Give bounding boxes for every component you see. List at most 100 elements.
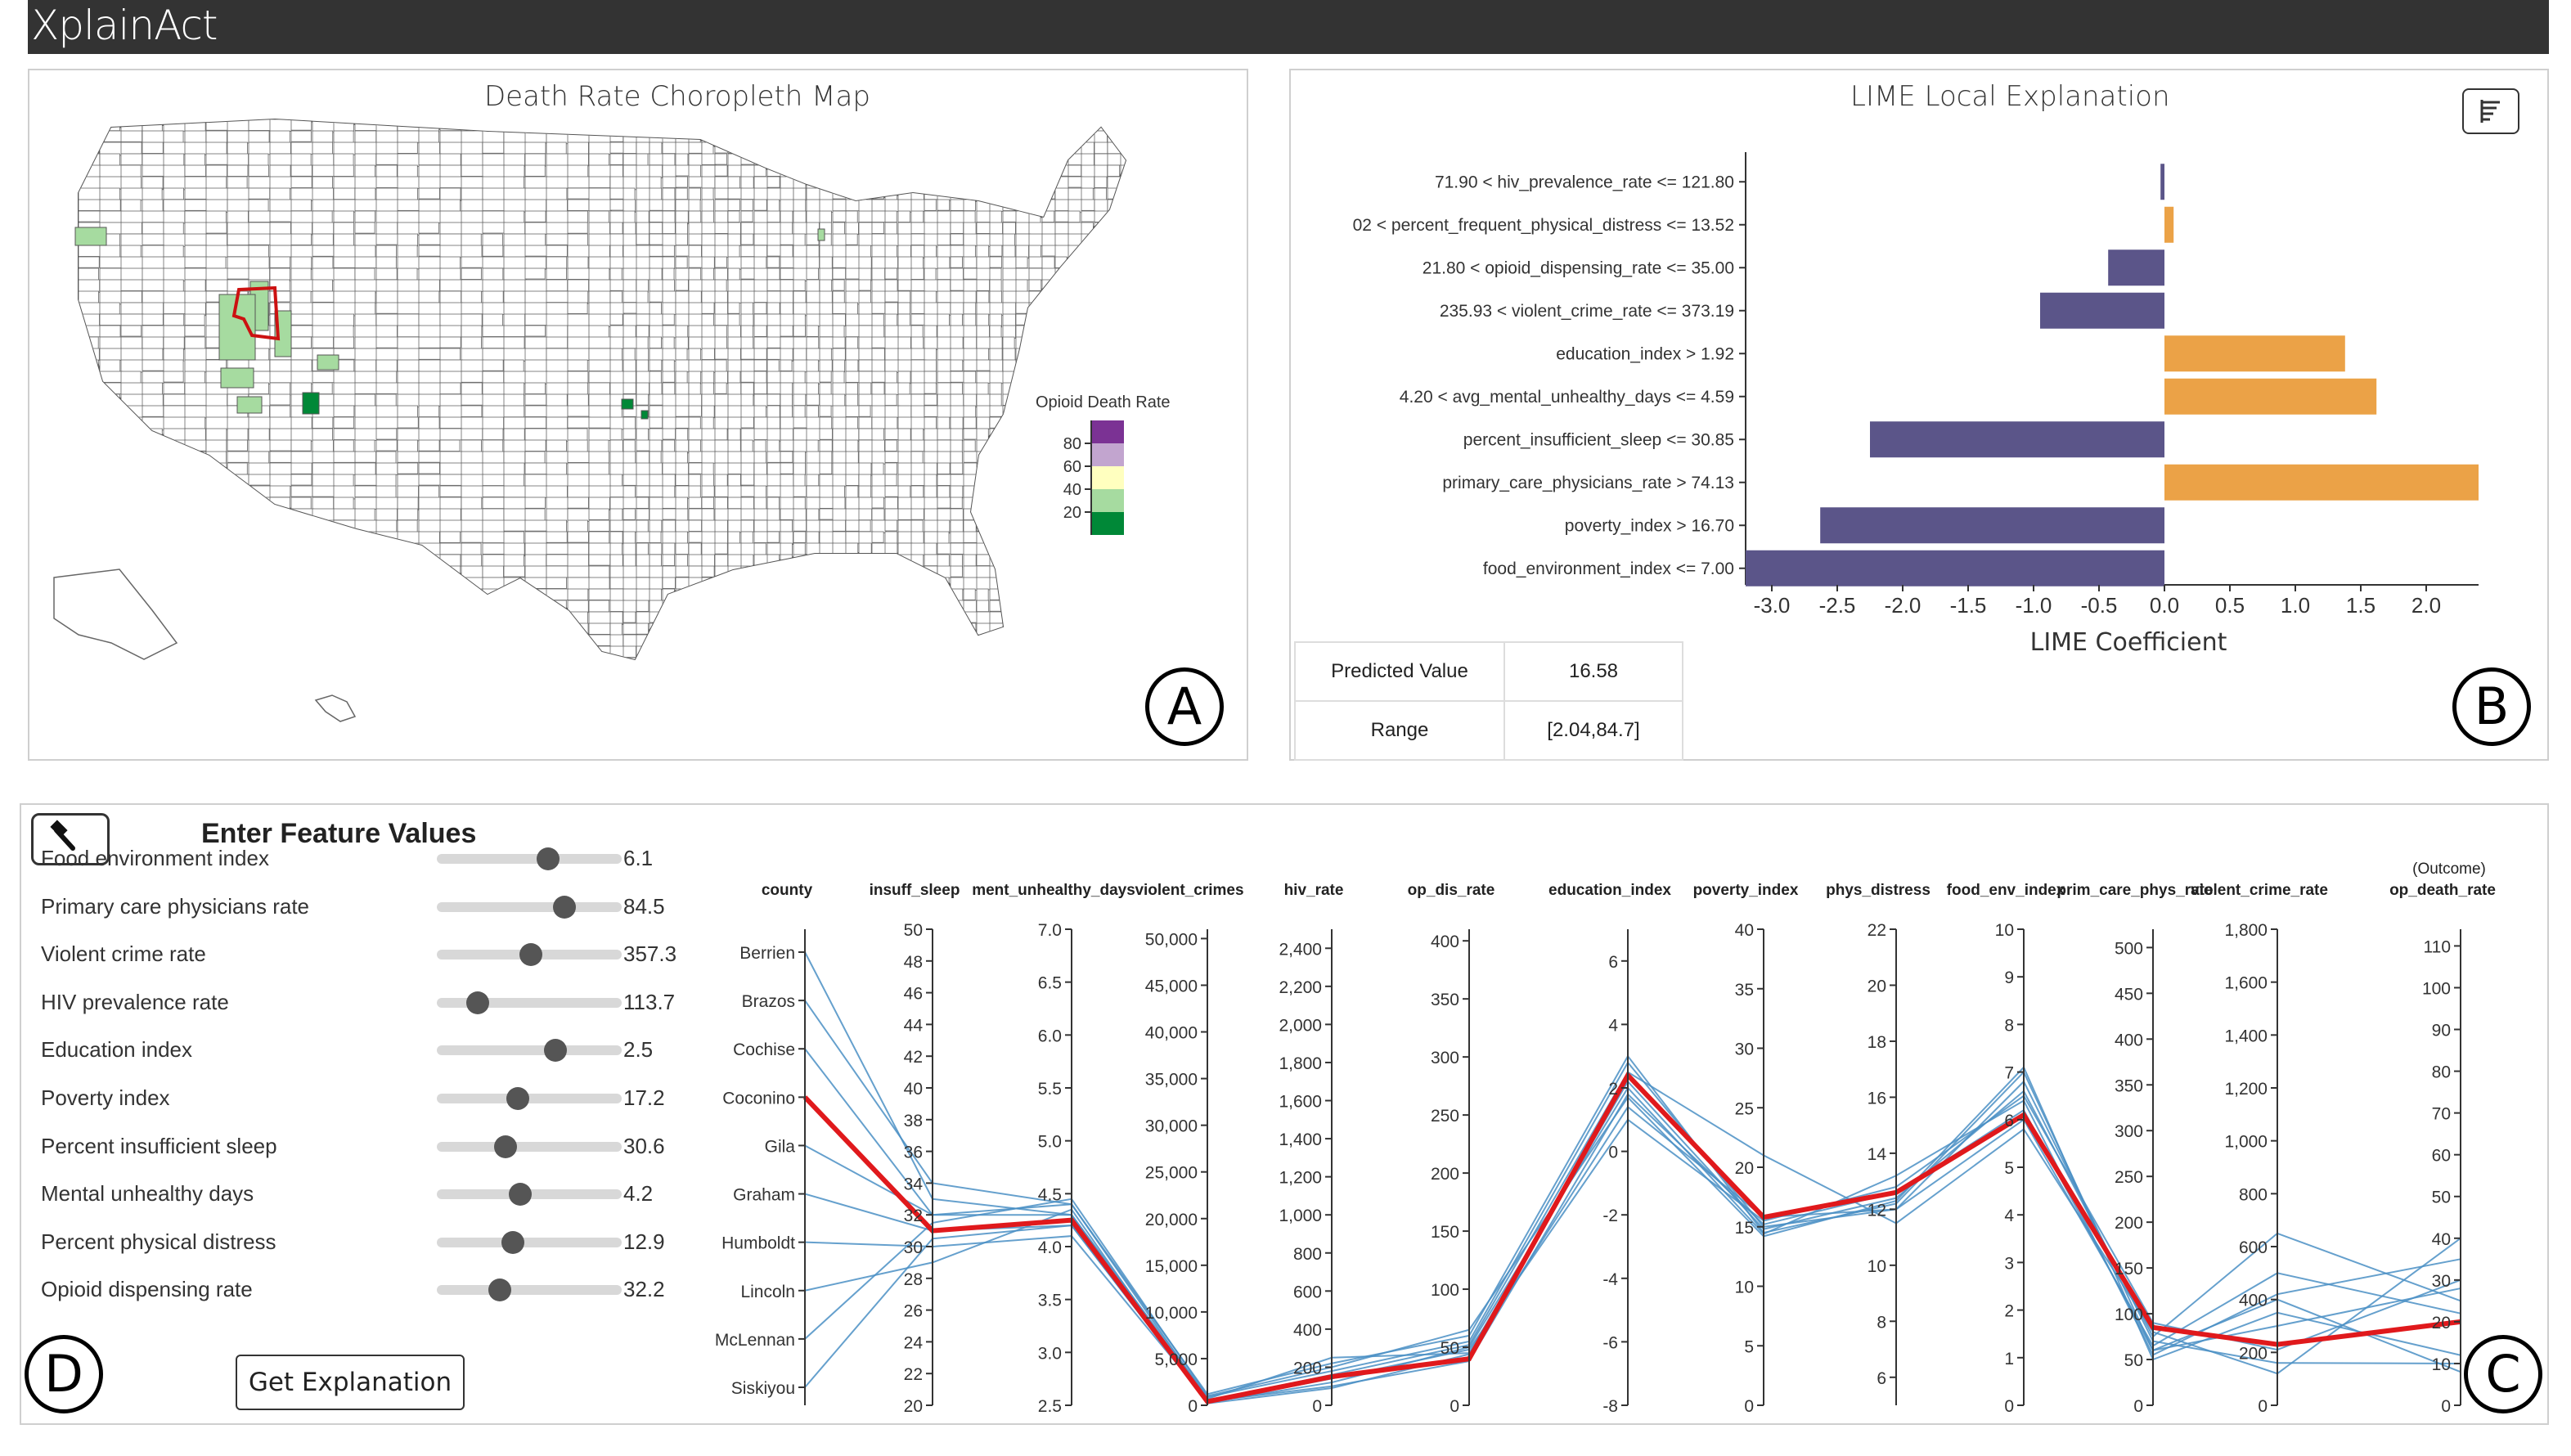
lime-bar xyxy=(1746,550,2164,586)
feature-slider[interactable] xyxy=(437,1135,622,1158)
slider-thumb[interactable] xyxy=(519,943,543,967)
slider-thumb[interactable] xyxy=(508,1183,532,1207)
feature-value: 6.1 xyxy=(623,846,654,870)
lime-bar xyxy=(2160,164,2164,200)
pc-tick-label: 5.0 xyxy=(1038,1133,1062,1152)
pc-tick-label: 2 xyxy=(2004,1302,2014,1321)
predicted-value-row: Predicted Value 16.58 xyxy=(1294,641,1683,702)
pc-axis[interactable]: county Berrien Brazos Cochise Coconino Gila Gr… xyxy=(715,882,813,1405)
slider-thumb[interactable] xyxy=(506,1087,530,1110)
pc-axis[interactable]: violent_crime_rate 0 200 400 600 800 1,000 1,20… xyxy=(2191,882,2328,1416)
feature-slider[interactable] xyxy=(437,1278,622,1302)
county-cells[interactable] xyxy=(79,119,1135,671)
slider-thumb[interactable] xyxy=(465,991,489,1014)
range-row: Range [2.04,84.7] xyxy=(1294,700,1683,761)
alaska[interactable] xyxy=(53,568,178,660)
feature-slider[interactable] xyxy=(437,847,622,870)
feature-slider[interactable] xyxy=(437,1087,622,1110)
pc-tick-label: 250 xyxy=(1431,1107,1459,1126)
pc-axis[interactable]: op_dis_rate 0 50 100 150 200 250 300 350 400 xyxy=(1408,882,1495,1416)
selected-county[interactable] xyxy=(231,285,281,341)
pc-axis[interactable]: hiv_rate 0 200 400 600 800 1,000 1,200 1,400 1,60… xyxy=(1279,882,1343,1416)
pc-tick-label: 50 xyxy=(904,921,923,940)
feature-slider[interactable] xyxy=(437,1183,622,1207)
slider-thumb[interactable] xyxy=(536,847,560,870)
feature-row: Opioid dispensing rate 32.2 xyxy=(41,1274,679,1306)
pc-tick-label: 26 xyxy=(904,1302,923,1321)
feature-slider[interactable] xyxy=(437,1039,622,1063)
pc-axis-title: op_dis_rate xyxy=(1408,882,1495,899)
pc-tick-label: 44 xyxy=(904,1016,924,1035)
feature-row: Primary care physicians rate 84.5 xyxy=(41,891,679,923)
pc-tick-label: 8 xyxy=(1877,1313,1886,1332)
lime-x-tick: 0.0 xyxy=(2150,593,2179,618)
pc-tick-label: 1,200 xyxy=(2224,1080,2268,1099)
pc-tick-label: 42 xyxy=(904,1048,923,1067)
pc-axis[interactable]: op_death_rate (Outcome) 0 10 20 30 40 50 60 70 80 9… xyxy=(2389,861,2496,1416)
county-grid[interactable] xyxy=(53,118,1135,722)
feature-slider[interactable] xyxy=(437,991,622,1014)
slider-thumb[interactable] xyxy=(552,895,576,919)
county-highlighted[interactable] xyxy=(621,398,634,410)
pc-tick-label: Berrien xyxy=(739,944,795,963)
pc-tick-label: 100 xyxy=(2115,1305,2143,1324)
us-county-map[interactable]: Opioid Death Rate 80 60 40 20 xyxy=(29,70,1247,759)
pc-tick-label: Brazos xyxy=(742,992,795,1011)
pc-axis[interactable]: poverty_index 0 5 10 15 20 25 30 35 40 xyxy=(1693,882,1799,1416)
feature-slider[interactable] xyxy=(437,943,622,967)
slider-thumb[interactable] xyxy=(493,1135,517,1158)
county-highlighted[interactable] xyxy=(74,227,107,246)
legend-swatch xyxy=(1091,489,1124,512)
get-explanation-button[interactable]: Get Explanation xyxy=(236,1355,465,1410)
pc-tick-label: 15 xyxy=(1735,1219,1754,1238)
slider-thumb[interactable] xyxy=(501,1230,524,1254)
lime-x-tick: 2.0 xyxy=(2411,593,2441,618)
pc-tick-label: Graham xyxy=(733,1186,795,1205)
pc-axis[interactable]: food_env_index 0 1 2 3 4 5 6 7 8 9 10 xyxy=(1947,882,2065,1416)
pc-tick-label: 110 xyxy=(2424,937,2451,956)
map-title: Death Rate Choropleth Map xyxy=(484,80,870,113)
county-highlighted[interactable] xyxy=(817,228,825,241)
app-title-bar: XplainAct xyxy=(28,0,2549,54)
slider-thumb[interactable] xyxy=(543,1039,567,1063)
back-button[interactable] xyxy=(31,813,110,865)
pc-tick-label: 350 xyxy=(1431,991,1459,1009)
county-highlighted[interactable] xyxy=(274,310,292,357)
hawaii[interactable] xyxy=(314,694,357,722)
pc-axis[interactable]: insuff_sleep 20 22 24 26 28 30 32 34 36 38 40 42 44 46… xyxy=(870,882,960,1416)
pc-tick-label: 150 xyxy=(2115,1260,2143,1278)
pc-axis[interactable]: violent_crimes 0 5,000 10,000 15,000 20,000 25… xyxy=(1135,882,1243,1416)
pc-line[interactable] xyxy=(804,951,2461,1398)
pc-tick-label: 0 xyxy=(1450,1397,1459,1416)
pc-axis[interactable]: prim_care_phys_rate 0 50 100 150 200 250 300 350… xyxy=(2056,882,2213,1416)
pc-tick-label: 20 xyxy=(1868,977,1886,995)
parallel-coordinates-chart[interactable]: county Berrien Brazos Cochise Coconino Gila Gr… xyxy=(21,805,2547,1423)
feature-slider[interactable] xyxy=(437,895,622,919)
feature-values-title: Enter Feature Values xyxy=(201,818,477,849)
feature-slider[interactable] xyxy=(437,1230,622,1254)
sort-button[interactable] xyxy=(2462,88,2519,134)
pc-tick-label: 3 xyxy=(2004,1254,2014,1273)
feature-value: 357.3 xyxy=(623,941,677,967)
county-highlighted[interactable] xyxy=(236,396,263,414)
pc-tick-label: 4.5 xyxy=(1038,1185,1062,1204)
lime-explanation-panel: 71.90 < hiv_prevalence_rate <= 121.80 02 … xyxy=(1289,69,2549,761)
county-highlighted[interactable] xyxy=(220,367,254,389)
lime-bar xyxy=(2164,378,2377,415)
slider-thumb[interactable] xyxy=(488,1278,511,1302)
pc-tick-label: 70 xyxy=(2432,1105,2451,1124)
pc-tick-label: 1,400 xyxy=(2224,1027,2268,1045)
pc-tick-label: Gila xyxy=(765,1137,796,1156)
county-highlighted[interactable] xyxy=(317,354,339,371)
county-highlighted[interactable] xyxy=(641,410,649,420)
pc-axis[interactable]: ment_unhealthy_days 2.5 3.0 3.5 4.0 4.5 5.0 5.5… xyxy=(972,882,1135,1416)
pc-axis[interactable]: education_index -8 -6 -4 -2 0 2 4 6 xyxy=(1548,882,1671,1416)
lime-x-tick: 1.0 xyxy=(2281,593,2310,618)
feature-label: Percent insufficient sleep xyxy=(41,1133,277,1158)
county-highlighted[interactable] xyxy=(302,392,320,415)
pc-axis[interactable]: phys_distress 6 8 10 12 14 16 18 20 22 xyxy=(1826,882,1930,1405)
pc-tick-label: 36 xyxy=(904,1144,923,1162)
pc-tick-label: 22 xyxy=(904,1365,923,1384)
feature-row: HIV prevalence rate 113.7 xyxy=(41,986,679,1019)
pc-tick-label: 400 xyxy=(2239,1292,2268,1310)
